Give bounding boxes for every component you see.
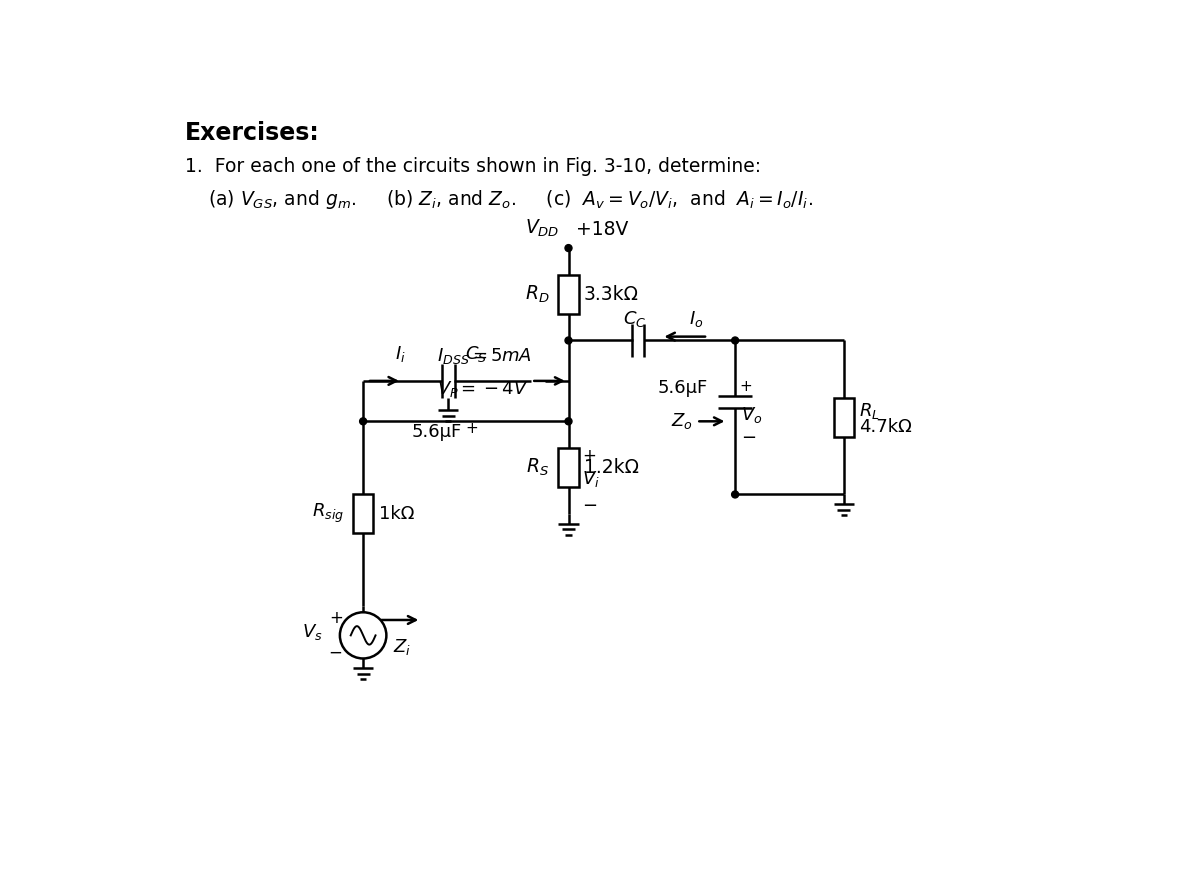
Text: $I_i$: $I_i$: [395, 344, 406, 364]
Text: $V_P = -4V$: $V_P = -4V$: [437, 379, 528, 398]
Text: $R_{sig}$: $R_{sig}$: [312, 502, 343, 525]
Circle shape: [565, 337, 572, 344]
Text: $V_i$: $V_i$: [582, 469, 600, 489]
Bar: [558, 448, 578, 487]
Text: −: −: [742, 430, 756, 447]
Circle shape: [360, 418, 367, 425]
Text: 5.6μF: 5.6μF: [412, 423, 462, 441]
Text: $I_o$: $I_o$: [689, 309, 703, 329]
Circle shape: [732, 337, 739, 344]
Text: 4.7kΩ: 4.7kΩ: [859, 418, 912, 436]
Text: (a) $V_{GS}$, and $g_m$.     (b) $Z_i$, and $Z_o$.     (c)  $A_v = V_o/V_i$,  an: (a) $V_{GS}$, and $g_m$. (b) $Z_i$, and …: [208, 188, 814, 211]
Text: 1.2kΩ: 1.2kΩ: [584, 458, 640, 477]
Text: 5.6μF: 5.6μF: [658, 380, 708, 397]
Bar: [558, 275, 578, 313]
Text: $V_{DD}$: $V_{DD}$: [524, 218, 559, 238]
Text: +: +: [466, 421, 478, 436]
Text: $I_{DSS} = 5mA$: $I_{DSS} = 5mA$: [437, 346, 532, 366]
Circle shape: [565, 245, 572, 252]
Text: 3.3kΩ: 3.3kΩ: [584, 285, 640, 304]
Text: $R_D$: $R_D$: [524, 284, 550, 305]
Text: 1kΩ: 1kΩ: [379, 505, 414, 522]
Text: $Z_o$: $Z_o$: [671, 412, 692, 431]
Text: 1.  For each one of the circuits shown in Fig. 3-10, determine:: 1. For each one of the circuits shown in…: [185, 157, 761, 176]
Text: +: +: [329, 609, 343, 628]
Text: +: +: [582, 447, 596, 465]
Text: +18V: +18V: [576, 220, 629, 238]
Text: $R_L$: $R_L$: [859, 401, 880, 421]
Bar: [834, 398, 853, 437]
Circle shape: [732, 491, 739, 498]
Text: −: −: [329, 644, 342, 662]
Circle shape: [565, 418, 572, 425]
Text: $V_o$: $V_o$: [742, 405, 763, 425]
Text: $R_S$: $R_S$: [526, 457, 550, 478]
Text: −: −: [582, 497, 598, 515]
Text: $C_C$: $C_C$: [623, 309, 646, 329]
Text: Exercises:: Exercises:: [185, 121, 319, 145]
Text: $Z_i$: $Z_i$: [392, 637, 410, 657]
Text: $V_s$: $V_s$: [302, 622, 323, 641]
Bar: [353, 495, 373, 533]
Text: $C_S$: $C_S$: [466, 344, 487, 364]
Text: +: +: [739, 380, 752, 394]
